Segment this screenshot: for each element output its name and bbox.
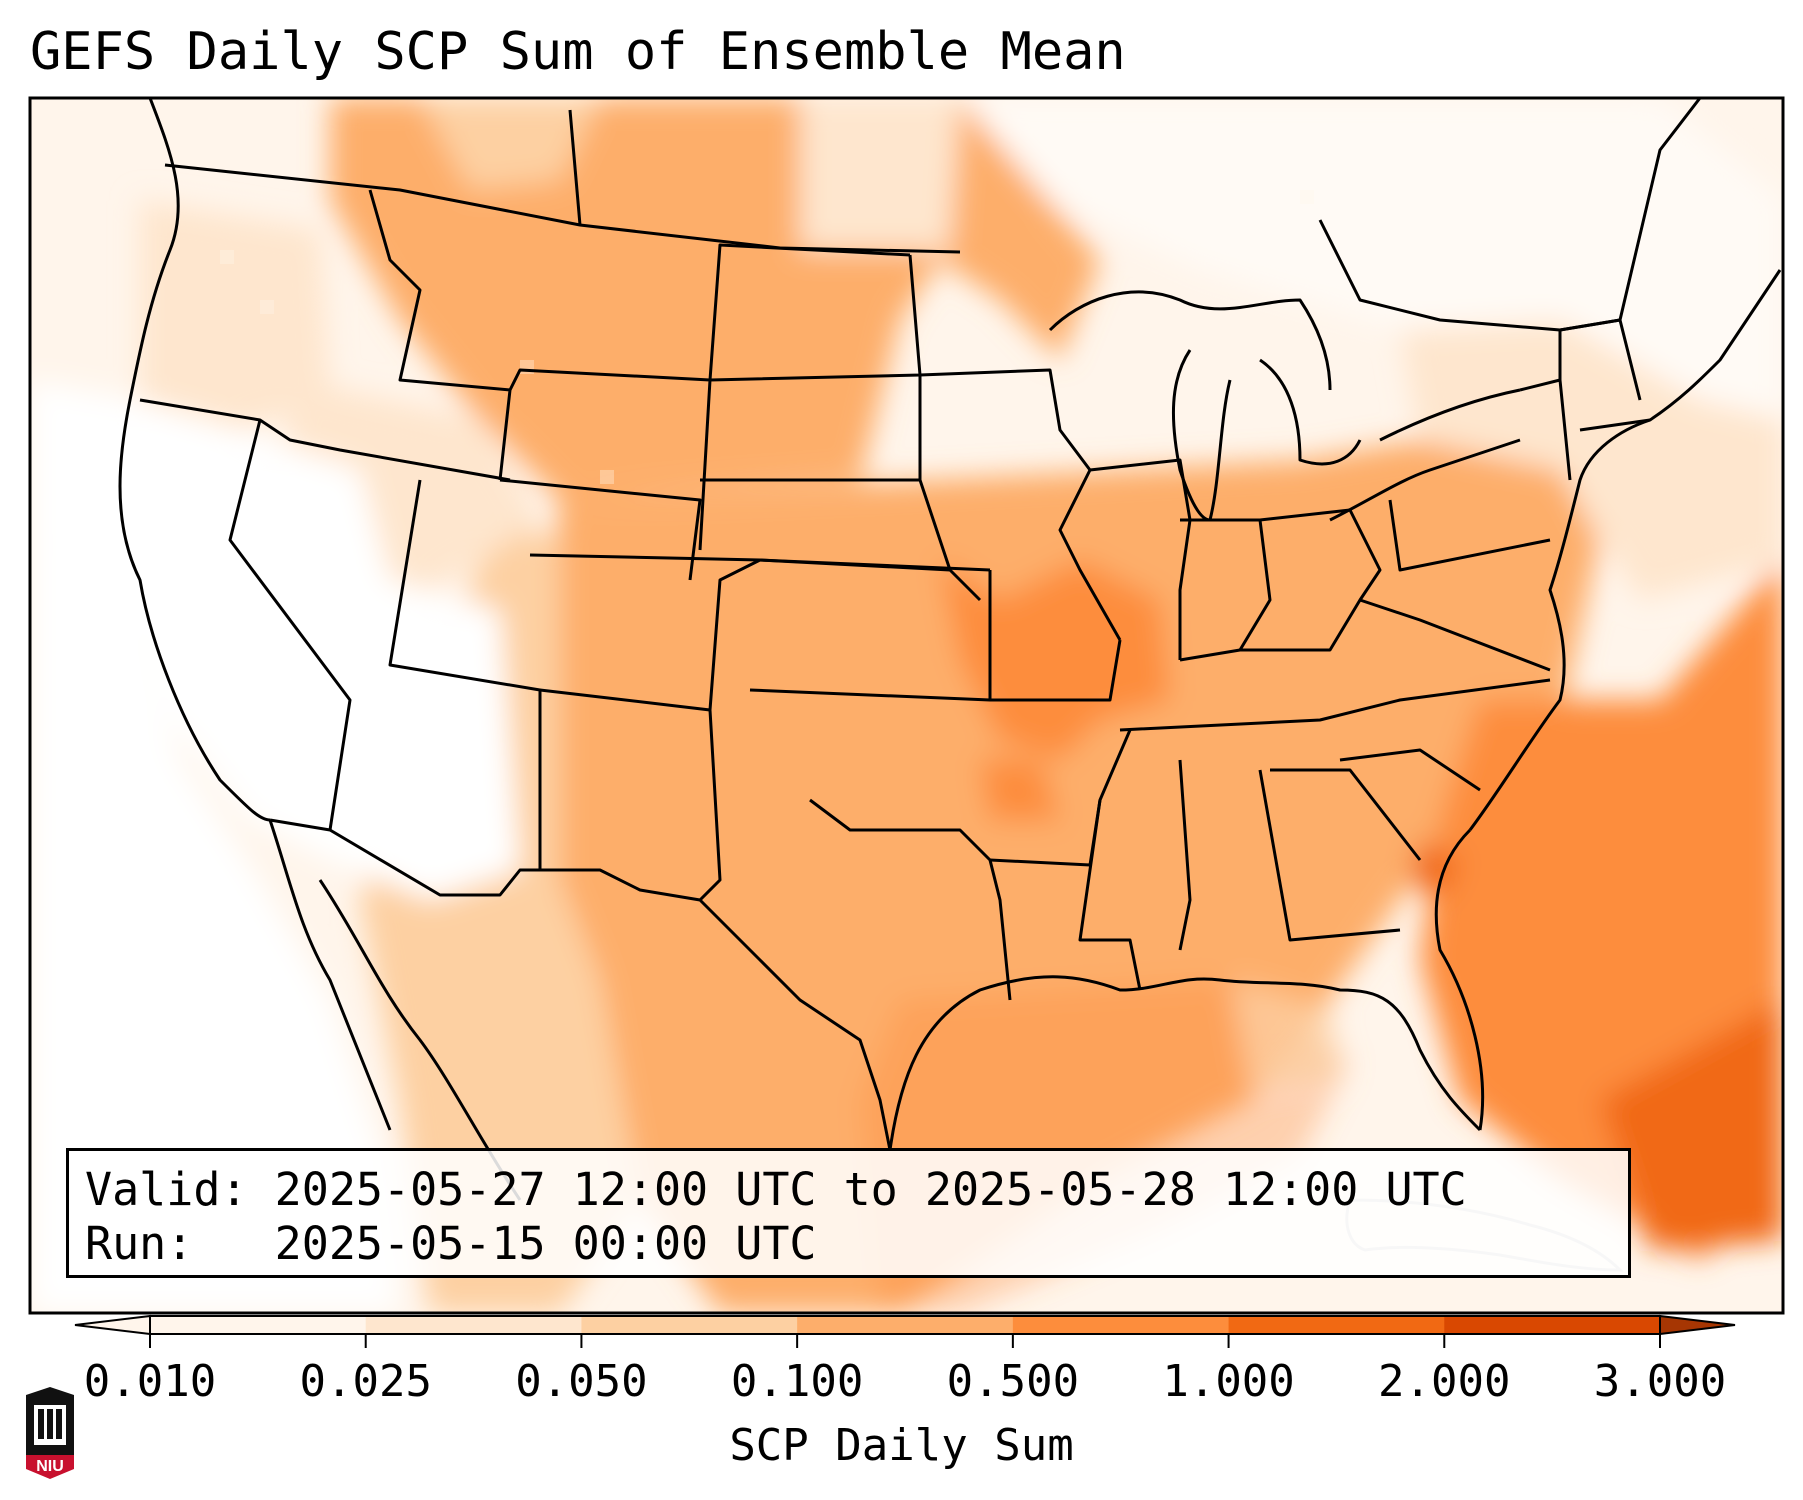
state-boundaries	[118, 98, 1782, 1201]
colorbar-label: SCP Daily Sum	[729, 1420, 1074, 1471]
run-value: 2025-05-15 00:00 UTC	[274, 1217, 817, 1270]
colorbar-segment	[1012, 1316, 1230, 1334]
svg-text:NIU: NIU	[36, 1458, 64, 1475]
colorbar-segment	[797, 1316, 1014, 1334]
niu-logo: NIU	[26, 1387, 74, 1479]
colorbar-tick-label: 0.050	[515, 1356, 648, 1407]
colorbar-segment	[1228, 1316, 1445, 1334]
colorbar-tick-label: 0.500	[946, 1356, 1080, 1407]
colorbar-extend-low	[74, 1314, 151, 1336]
colorbar	[74, 1314, 1736, 1348]
colorbar-tick-label: 2.000	[1378, 1356, 1511, 1407]
colorbar-segment	[1444, 1316, 1661, 1334]
valid-value: 2025-05-27 12:00 UTC to 2025-05-28 12:00…	[274, 1163, 1467, 1216]
colorbar-segment	[581, 1316, 798, 1334]
map-frame	[28, 96, 1785, 1315]
map-title: GEFS Daily SCP Sum of Ensemble Mean	[30, 22, 1126, 82]
colorbar-tick-label: 1.000	[1162, 1356, 1295, 1407]
valid-label: Valid:	[85, 1163, 248, 1216]
colorbar-outline	[149, 1315, 1661, 1335]
colorbar-tick-label: 0.100	[730, 1356, 864, 1407]
colorbar-extend-high	[1659, 1314, 1736, 1336]
valid-run-box: Valid: 2025-05-27 12:00 UTC to 2025-05-2…	[66, 1148, 1631, 1278]
colorbar-segment	[150, 1316, 367, 1334]
colorbar-tick-label: 0.025	[299, 1356, 432, 1407]
colorbar-tick-label: 0.010	[83, 1356, 217, 1407]
colorbar-tick-label: 3.000	[1593, 1356, 1727, 1407]
scp-field	[30, 98, 1783, 1313]
run-label: Run:	[85, 1217, 194, 1270]
colorbar-segment	[365, 1316, 582, 1334]
